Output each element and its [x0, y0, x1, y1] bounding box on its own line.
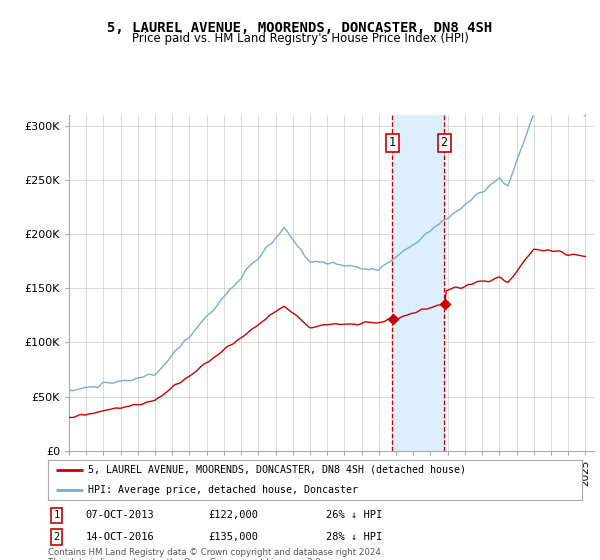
Text: 2: 2: [440, 137, 448, 150]
Text: 14-OCT-2016: 14-OCT-2016: [85, 532, 154, 542]
Text: 1: 1: [389, 137, 396, 150]
Text: 07-OCT-2013: 07-OCT-2013: [85, 510, 154, 520]
Text: 26% ↓ HPI: 26% ↓ HPI: [326, 510, 382, 520]
Text: 2: 2: [53, 532, 59, 542]
Text: 5, LAUREL AVENUE, MOORENDS, DONCASTER, DN8 4SH (detached house): 5, LAUREL AVENUE, MOORENDS, DONCASTER, D…: [88, 465, 466, 475]
Text: 28% ↓ HPI: 28% ↓ HPI: [326, 532, 382, 542]
Text: 5, LAUREL AVENUE, MOORENDS, DONCASTER, DN8 4SH: 5, LAUREL AVENUE, MOORENDS, DONCASTER, D…: [107, 21, 493, 35]
Text: Contains HM Land Registry data © Crown copyright and database right 2024.
This d: Contains HM Land Registry data © Crown c…: [48, 548, 383, 560]
Text: 1: 1: [53, 510, 59, 520]
Text: HPI: Average price, detached house, Doncaster: HPI: Average price, detached house, Donc…: [88, 485, 358, 495]
Text: £122,000: £122,000: [208, 510, 258, 520]
Text: £135,000: £135,000: [208, 532, 258, 542]
Text: Price paid vs. HM Land Registry's House Price Index (HPI): Price paid vs. HM Land Registry's House …: [131, 32, 469, 45]
Bar: [392, 115, 444, 451]
